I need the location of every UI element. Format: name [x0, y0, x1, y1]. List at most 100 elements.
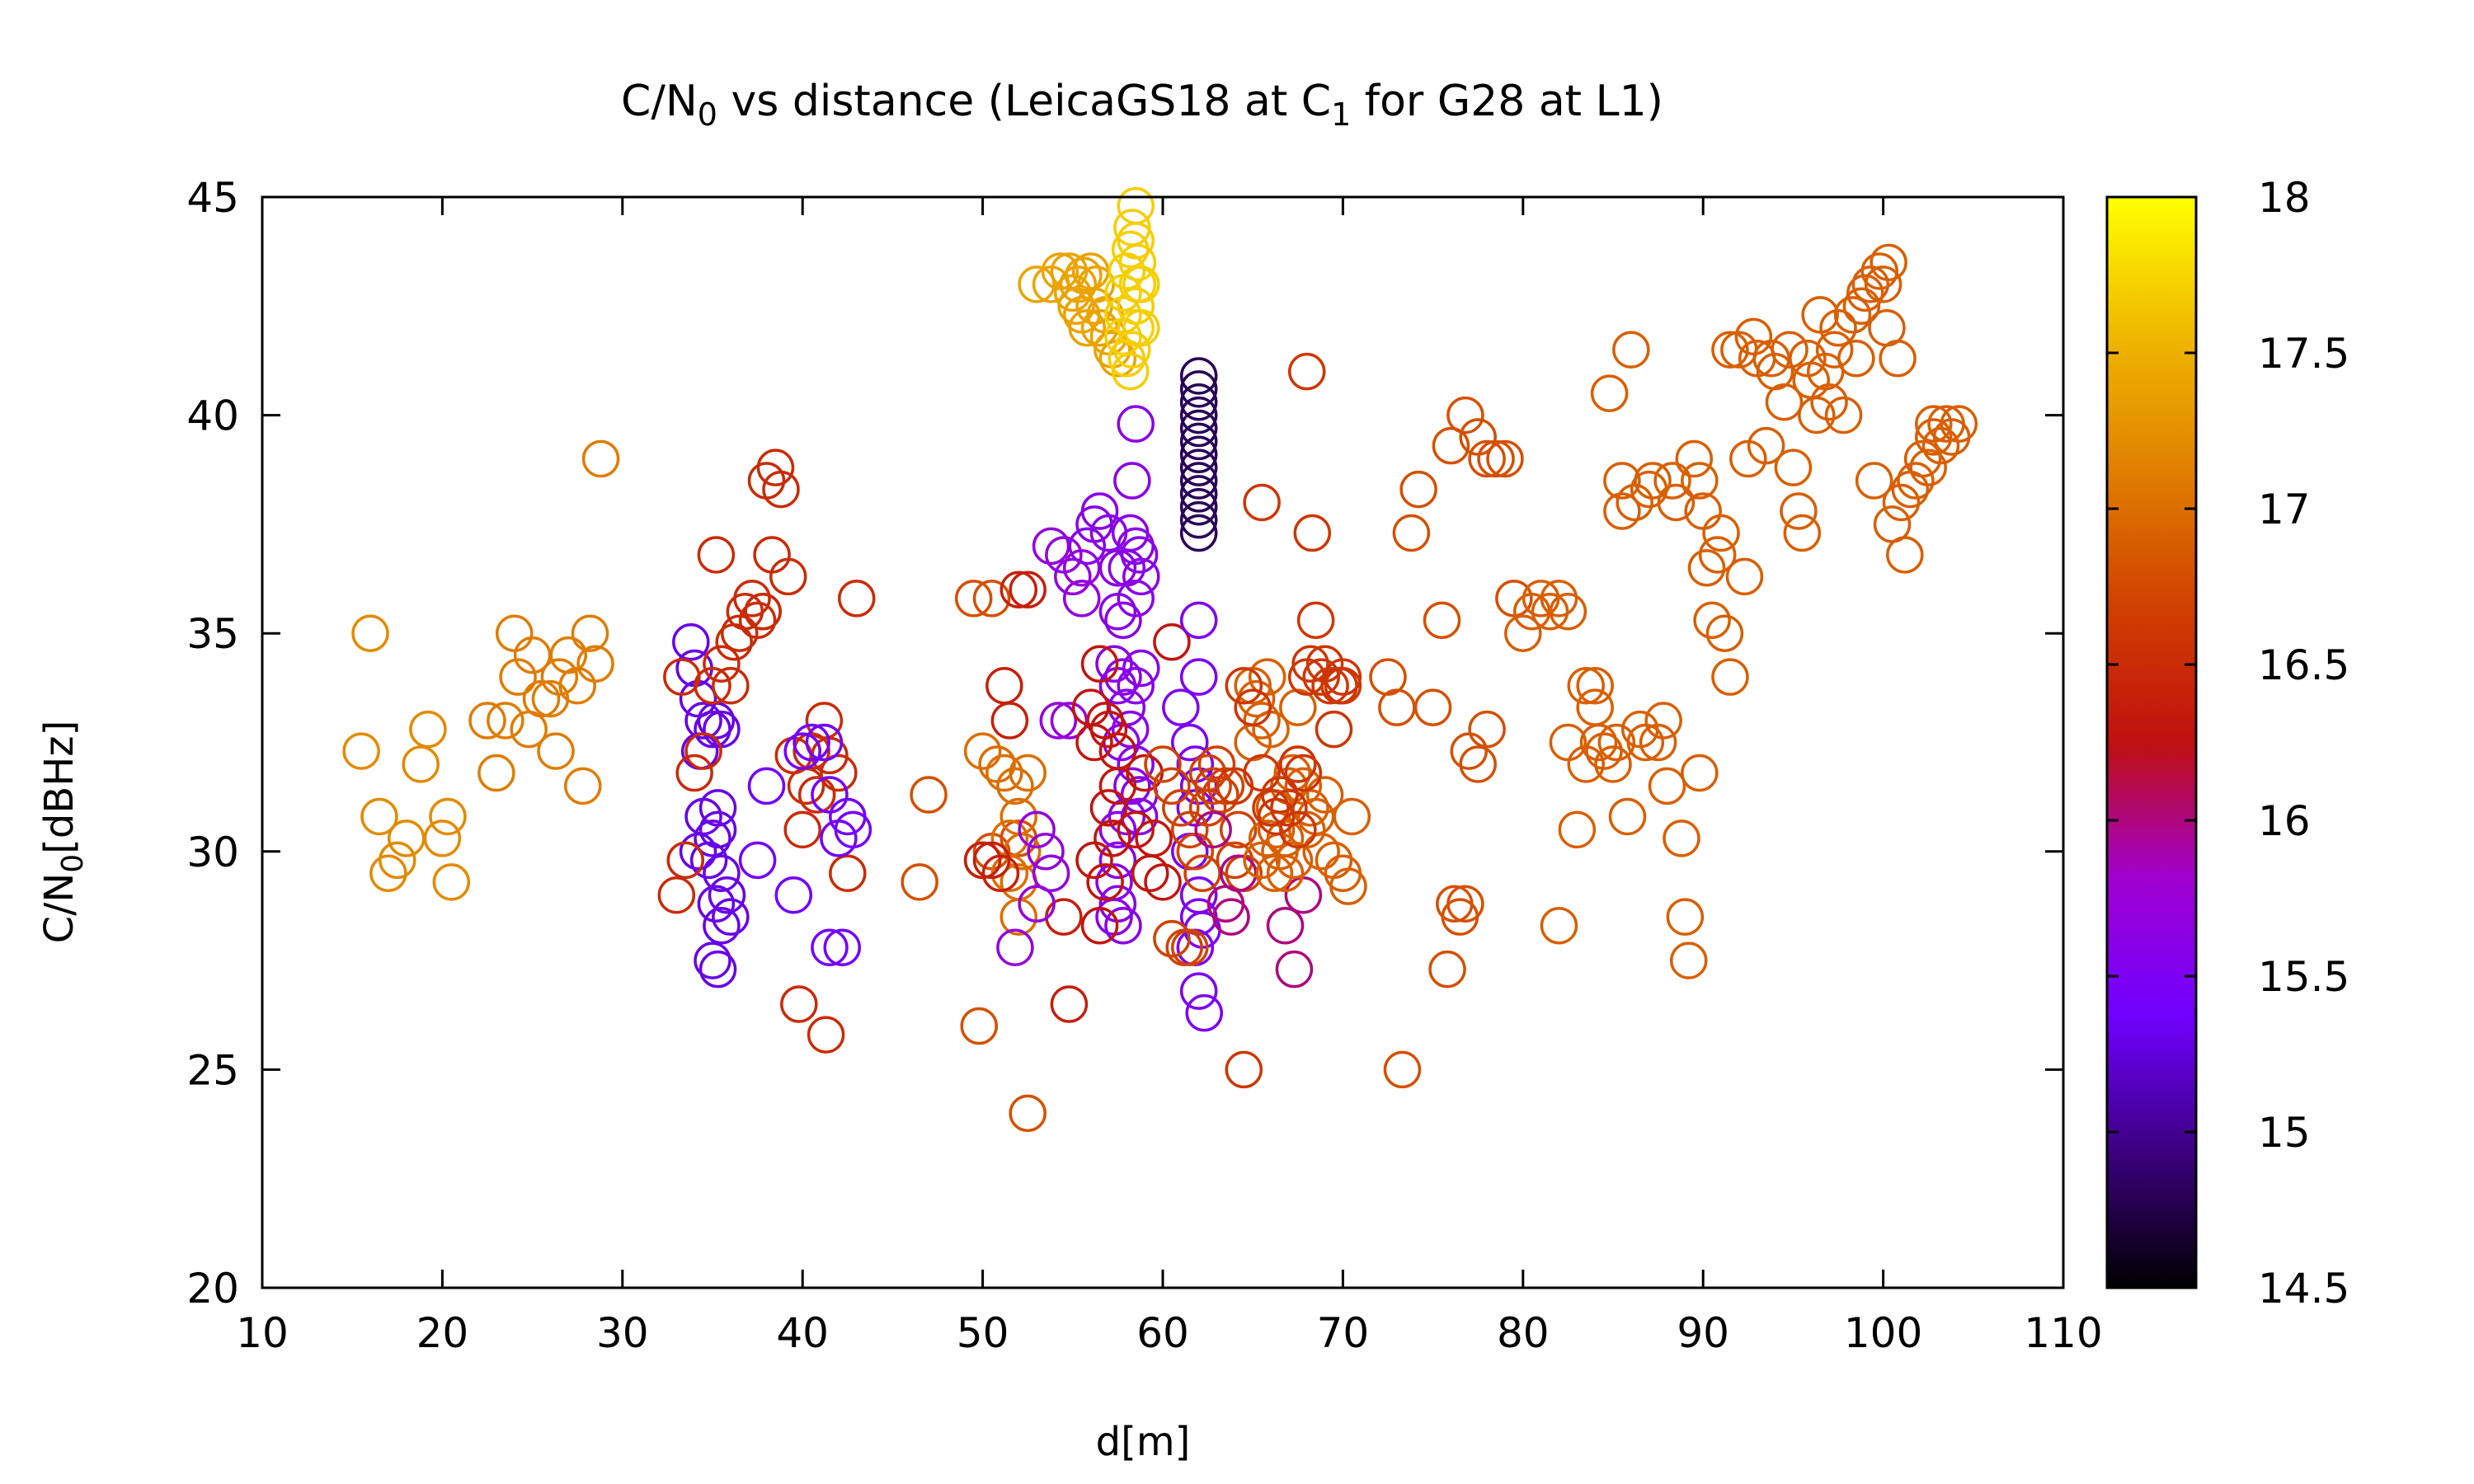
data-point [1698, 536, 1737, 574]
data-point [1432, 426, 1470, 465]
plot-frame [261, 195, 2065, 1289]
data-point [774, 876, 813, 914]
data-point [1179, 370, 1218, 408]
data-point [807, 1016, 845, 1054]
data-point [738, 841, 777, 880]
data-point [1117, 186, 1155, 225]
data-point [1296, 601, 1335, 640]
data-point [954, 580, 993, 618]
data-point [1819, 309, 1857, 347]
data-point [1118, 243, 1157, 282]
data-point [1915, 418, 1953, 456]
data-point [1378, 688, 1416, 726]
data-point [1257, 797, 1296, 836]
data-point [1824, 396, 1863, 434]
data-point [1725, 557, 1764, 596]
data-point [910, 776, 948, 814]
y-axis-label: C/N0[dBHz] [36, 721, 90, 944]
data-point [1302, 833, 1340, 871]
data-point [1185, 993, 1223, 1032]
data-point [1018, 265, 1056, 303]
data-point [1050, 985, 1089, 1023]
data-point [1197, 745, 1236, 783]
data-point [1780, 492, 1818, 530]
data-point [1080, 645, 1119, 683]
data-point [793, 723, 830, 762]
data-point [1039, 702, 1078, 740]
data-point [1065, 256, 1103, 295]
data-point [1032, 527, 1070, 566]
data-point [663, 658, 701, 696]
data-point [387, 819, 426, 857]
data-point [721, 614, 759, 652]
colorbar-tick-label: 15 [2258, 1109, 2311, 1157]
data-point [1693, 601, 1731, 640]
data-point [1179, 383, 1218, 421]
chart-title: C/N0 vs distance (LeicaGS18 at C1 for G2… [621, 77, 1663, 133]
data-point [423, 819, 462, 857]
data-point [499, 658, 537, 696]
colorbar-tick-label: 17 [2258, 486, 2311, 533]
data-point [1634, 462, 1672, 500]
data-point [1302, 658, 1340, 696]
data-point [675, 754, 713, 792]
data-point [487, 702, 524, 740]
data-point [985, 666, 1023, 705]
data-point [379, 841, 416, 880]
data-point [1162, 688, 1200, 726]
data-point [1287, 352, 1326, 391]
data-point [1413, 688, 1452, 726]
data-point [1171, 928, 1209, 966]
data-point [837, 580, 876, 618]
data-point [1113, 331, 1151, 369]
data-point [1117, 580, 1155, 618]
data-point [1663, 819, 1700, 857]
x-tick-label: 110 [2024, 1309, 2102, 1357]
data-point [537, 732, 575, 770]
data-point [823, 928, 861, 966]
data-point [351, 614, 389, 652]
data-point [1747, 426, 1785, 465]
data-point [1216, 841, 1254, 880]
data-point [477, 754, 515, 792]
colorbar-tick-label: 18 [2258, 174, 2311, 222]
data-point [960, 1007, 998, 1045]
data-point [522, 679, 561, 718]
data-point [978, 745, 1016, 783]
data-point [1639, 723, 1677, 762]
data-point [769, 557, 807, 596]
data-point [1122, 557, 1160, 596]
data-point [1009, 754, 1047, 792]
data-point [1225, 666, 1263, 705]
data-point [972, 580, 1011, 618]
x-tick-label: 50 [957, 1309, 1009, 1357]
data-point [1279, 745, 1317, 783]
y-tick-label: 25 [186, 1046, 239, 1094]
data-point [1171, 723, 1209, 762]
data-point [1098, 841, 1137, 880]
data-point [1243, 483, 1281, 522]
data-point [1585, 732, 1623, 770]
data-point [1810, 383, 1848, 421]
data-point [756, 448, 795, 486]
data-point [1653, 462, 1691, 500]
data-point [1212, 898, 1250, 936]
data-point [672, 623, 710, 661]
data-point [1644, 702, 1682, 740]
data-point [1531, 592, 1569, 631]
data-point [1153, 767, 1191, 805]
data-point [744, 592, 782, 631]
data-point [1270, 789, 1308, 827]
data-point [1399, 470, 1437, 509]
data-point [1179, 435, 1218, 473]
colorbar-tick-label: 16 [2258, 797, 2311, 845]
data-point [901, 863, 938, 901]
data-point [1054, 557, 1092, 596]
data-point [829, 854, 867, 893]
data-point [1870, 243, 1907, 282]
data-point [1275, 950, 1314, 989]
x-tick-label: 30 [596, 1309, 649, 1357]
x-tick-label: 60 [1136, 1309, 1189, 1357]
data-point [990, 702, 1029, 740]
data-point [1324, 658, 1362, 696]
